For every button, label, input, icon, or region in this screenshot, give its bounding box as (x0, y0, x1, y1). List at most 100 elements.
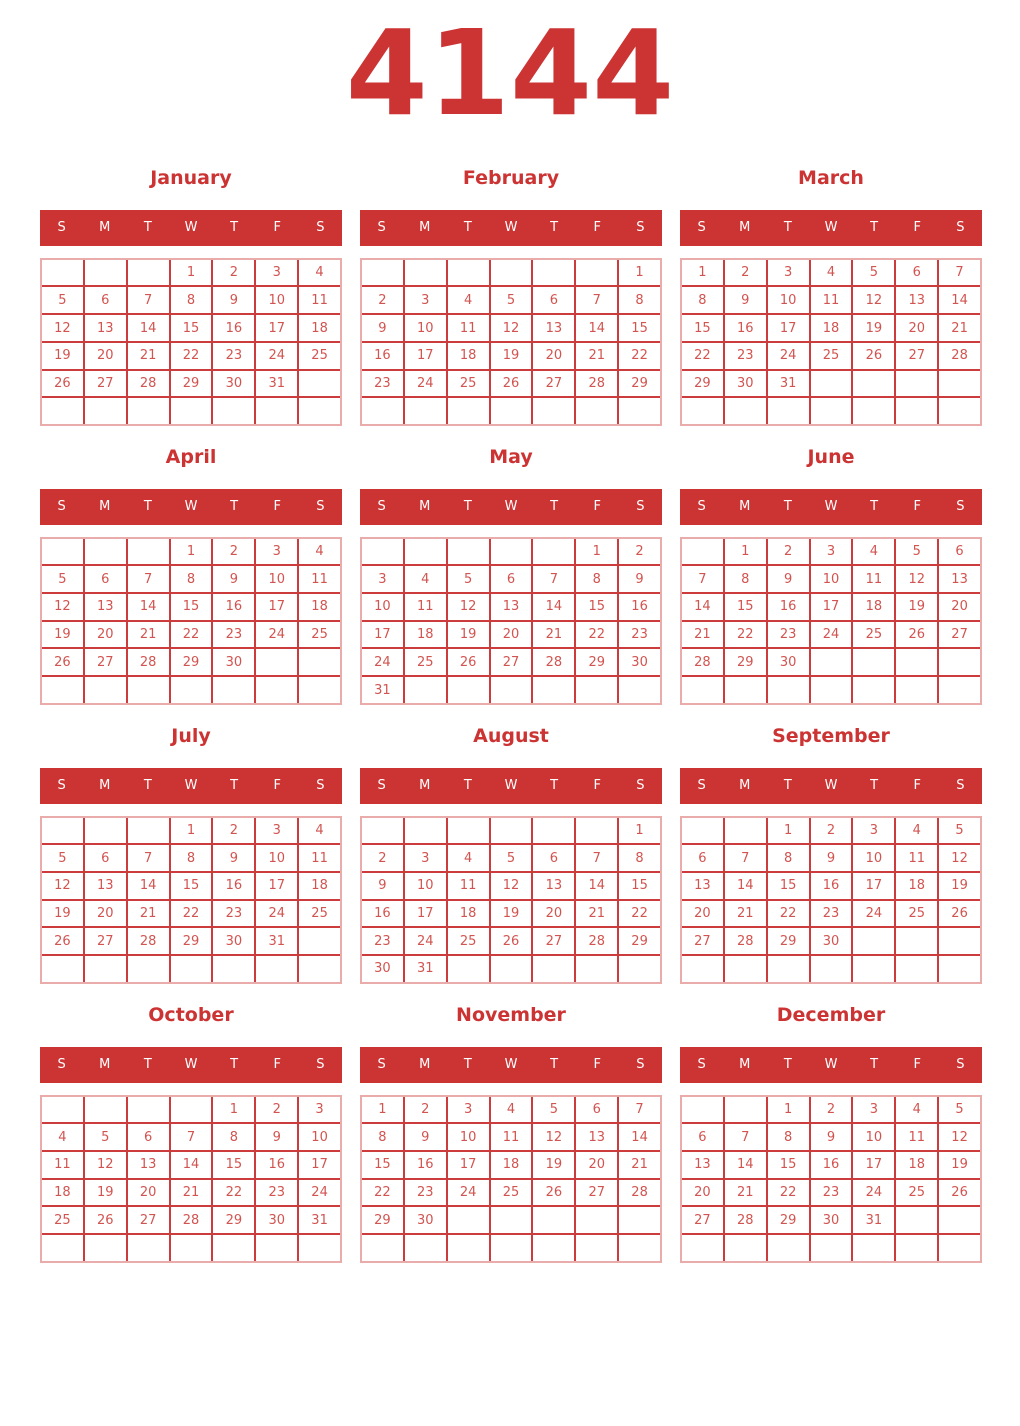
day-cell: 28 (724, 1207, 766, 1233)
day-cell: 1 (213, 1096, 255, 1123)
day-cell: 7 (724, 1124, 766, 1150)
day-cell: 5 (939, 817, 980, 844)
day-cell: 21 (533, 621, 575, 648)
weekday-label: W (824, 778, 838, 794)
day-cell: 30 (213, 649, 255, 676)
day-cell: 4 (490, 1096, 532, 1123)
day-cell: 20 (896, 315, 938, 341)
day-cell: 18 (490, 1151, 532, 1178)
day-cell: 28 (127, 928, 169, 955)
weekday-label: T (550, 220, 559, 236)
empty-day-cell (853, 649, 895, 676)
month-name: September (772, 724, 890, 747)
empty-day-cell (490, 956, 532, 982)
weekday-label: S (697, 220, 706, 236)
day-cell: 29 (576, 649, 618, 676)
empty-day-cell (362, 817, 403, 844)
day-cell: 12 (84, 1151, 126, 1178)
day-cell: 3 (404, 287, 446, 314)
day-cell: 25 (299, 900, 340, 927)
day-cell: 23 (810, 1179, 852, 1206)
day-cell: 8 (576, 566, 618, 593)
day-cell: 20 (682, 900, 723, 927)
empty-day-cell (256, 1235, 298, 1261)
day-cell: 25 (299, 621, 340, 648)
empty-day-cell (362, 259, 403, 286)
day-cell: 25 (896, 1179, 938, 1206)
empty-day-cell (299, 398, 340, 424)
day-cell: 27 (533, 928, 575, 955)
day-cell: 26 (853, 342, 895, 369)
day-cell: 17 (256, 873, 298, 899)
day-cell: 11 (404, 594, 446, 620)
empty-day-cell (447, 259, 489, 286)
weekday-label: T (463, 778, 472, 794)
day-cell: 24 (256, 900, 298, 927)
day-cell: 15 (619, 873, 660, 899)
day-cell: 18 (299, 873, 340, 899)
weekday-label: M (739, 1057, 751, 1073)
day-cell: 16 (404, 1151, 446, 1178)
day-cell: 23 (619, 621, 660, 648)
day-cell: 22 (170, 342, 212, 369)
day-cell: 10 (404, 315, 446, 341)
empty-day-cell (724, 1235, 766, 1261)
weekday-label: S (377, 499, 386, 515)
day-cell: 15 (767, 873, 809, 899)
day-cell: 12 (42, 873, 83, 899)
day-cell: 30 (767, 649, 809, 676)
weekday-label: S (316, 1057, 325, 1073)
day-cell: 24 (853, 1179, 895, 1206)
empty-day-cell (810, 956, 852, 982)
weekday-label: M (99, 778, 111, 794)
weekday-label: S (377, 778, 386, 794)
day-cell: 20 (84, 342, 126, 369)
day-cell: 13 (127, 1151, 169, 1178)
day-cell: 13 (84, 594, 126, 620)
empty-day-cell (490, 538, 532, 565)
day-cell: 13 (84, 315, 126, 341)
weekday-label: F (913, 778, 922, 794)
empty-day-cell (939, 398, 980, 424)
day-cell: 2 (810, 817, 852, 844)
month-day-grid: 1 2 3 4 5 6 7 8 9 10 11 12 13 14 15 16 17 18 19 20 21 22 23 24 2… (40, 1094, 342, 1263)
empty-day-cell (447, 1235, 489, 1261)
day-cell: 5 (490, 287, 532, 314)
empty-day-cell (127, 538, 169, 565)
weekday-label: T (783, 499, 792, 515)
day-cell: 19 (447, 621, 489, 648)
weekday-label: M (419, 220, 431, 236)
weekday-label: S (57, 499, 66, 515)
day-cell: 6 (896, 259, 938, 286)
month-day-grid: 1 2 3 4 5 6 7 8 9 10 11 12 13 14 15 16 17 18 19 20 21 22 23 24 2… (680, 257, 982, 426)
day-cell: 11 (896, 1124, 938, 1150)
weekday-label: T (870, 1057, 879, 1073)
day-cell: 22 (724, 621, 766, 648)
day-cell: 2 (619, 538, 660, 565)
day-cell: 27 (84, 928, 126, 955)
empty-day-cell (853, 928, 895, 955)
day-cell: 1 (576, 538, 618, 565)
empty-day-cell (896, 398, 938, 424)
empty-day-cell (170, 1096, 212, 1123)
day-cell: 6 (682, 1124, 723, 1150)
empty-day-cell (939, 956, 980, 982)
day-cell: 28 (682, 649, 723, 676)
day-cell: 18 (810, 315, 852, 341)
empty-day-cell (724, 956, 766, 982)
day-cell: 9 (213, 845, 255, 872)
day-cell: 1 (170, 817, 212, 844)
day-cell: 3 (299, 1096, 340, 1123)
weekday-label: W (824, 499, 838, 515)
weekday-label: T (783, 1057, 792, 1073)
day-cell: 6 (939, 538, 980, 565)
day-cell: 28 (576, 370, 618, 397)
empty-day-cell (533, 398, 575, 424)
day-cell: 23 (213, 900, 255, 927)
day-cell: 14 (127, 594, 169, 620)
day-cell: 21 (619, 1151, 660, 1178)
day-cell: 24 (256, 342, 298, 369)
